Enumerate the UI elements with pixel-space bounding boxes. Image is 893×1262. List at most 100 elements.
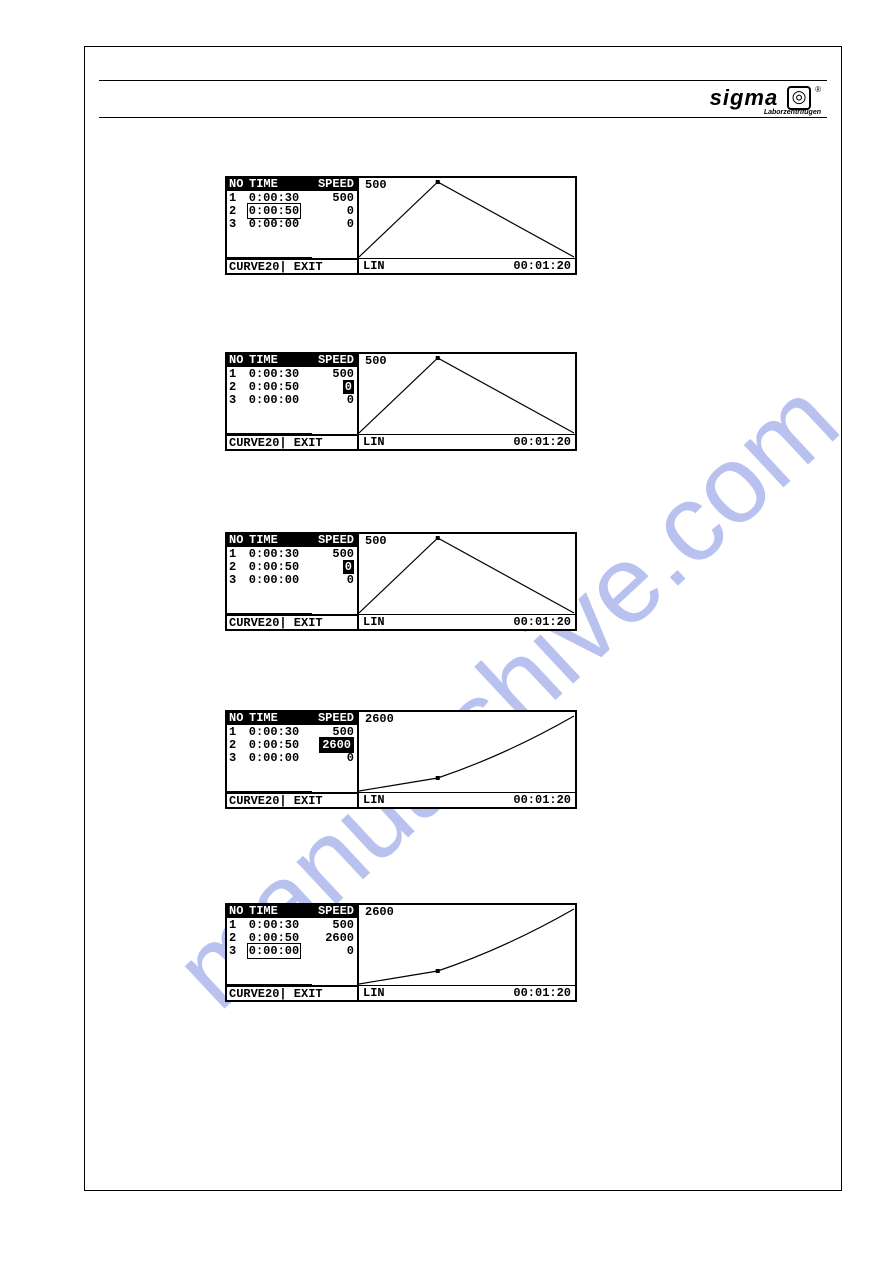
lcd-display: NOTIMESPEED10:00:3050020:00:50260030:00:… [225,903,577,1002]
curve-graph [359,534,575,614]
cell-speed: 0 [305,561,357,573]
data-panel: NOTIMESPEED10:00:3050020:00:50030:00:000… [227,354,359,449]
cell-time: 0:00:00 [243,218,305,230]
footer-right: LIN 00:01:20 [359,614,575,629]
cell-time: 0:00:00 [243,394,305,406]
col-speed: SPEED [307,534,357,547]
cell-no: 1 [229,919,243,931]
col-time: TIME [249,354,307,367]
mode-label: LIN [363,436,385,448]
table-row: 20:00:500 [227,204,357,217]
graph-panel: 500LIN00:01:20 [359,534,575,629]
cell-speed: 0 [305,381,357,393]
cell-speed: 0 [305,218,357,230]
cell-time: 0:00:50 [243,739,305,751]
cell-no: 1 [229,192,243,204]
cell-time: 0:00:30 [243,919,305,931]
sigma-logo: sigma ® Laborzentrifugen [710,85,821,116]
col-time: TIME [249,178,307,191]
col-speed: SPEED [307,905,357,918]
total-time: 00:01:20 [513,260,571,272]
cell-no: 2 [229,561,243,573]
footer-right: LIN00:01:20 [359,792,575,807]
cell-speed: 0 [305,752,357,764]
lcd-display: NOTIMESPEED10:00:3050020:00:50030:00:000… [225,532,577,631]
col-speed: SPEED [307,354,357,367]
data-panel: NOTIMESPEED10:00:3050020:00:50030:00:000… [227,534,359,629]
col-time: TIME [249,534,307,547]
graph-panel: 500LIN00:01:20 [359,178,575,273]
table-header: NOTIMESPEED [227,905,357,918]
curve-graph [359,905,575,985]
col-time: TIME [249,712,307,725]
cell-time: 0:00:50 [243,561,305,573]
mode-label: LIN [363,987,385,999]
cell-time: 0:00:00 [243,945,305,957]
footer-left: CURVE20| EXIT [227,985,357,1000]
data-panel: NOTIMESPEED10:00:3050020:00:50260030:00:… [227,712,359,807]
cell-no: 1 [229,726,243,738]
logo-text: sigma [710,85,779,111]
cell-time: 0:00:30 [243,192,305,204]
total-time: 00:01:20 [513,616,571,628]
cell-no: 2 [229,205,243,217]
cell-time: 0:00:30 [243,548,305,560]
table-row: 30:00:000 [227,573,357,586]
col-speed: SPEED [307,178,357,191]
table-row: 20:00:500 [227,560,357,573]
mode-label: LIN [363,616,385,628]
footer-right: LIN 00:01:20 [359,434,575,449]
graph-panel: 2600LIN00:01:20 [359,712,575,807]
mode-label: LIN [363,260,385,272]
graph-panel: 2600LIN00:01:20 [359,905,575,1000]
cell-speed: 500 [305,919,357,931]
cell-no: 3 [229,752,243,764]
col-speed: SPEED [307,712,357,725]
table-header: NOTIMESPEED [227,534,357,547]
table-row: 30:00:000 [227,944,357,957]
cell-time: 0:00:50 [243,381,305,393]
cell-speed: 500 [305,368,357,380]
table-row: 10:00:30500 [227,918,357,931]
cell-time: 0:00:00 [243,752,305,764]
table-row: 10:00:30500 [227,547,357,560]
col-no: NO [229,712,249,725]
cell-speed: 500 [305,192,357,204]
graph-panel: 500LIN00:01:20 [359,354,575,449]
spiral-icon [787,86,811,110]
cell-speed: 2600 [305,932,357,944]
table-row: 10:00:30500 [227,367,357,380]
cell-speed: 500 [305,548,357,560]
cell-time: 0:00:30 [243,368,305,380]
cell-no: 3 [229,574,243,586]
table-row: 20:00:502600 [227,738,357,751]
cell-no: 1 [229,368,243,380]
lcd-display: NOTIMESPEED10:00:3050020:00:50260030:00:… [225,710,577,809]
cell-speed: 0 [305,574,357,586]
table-row: 30:00:000 [227,751,357,764]
table-row: 20:00:500 [227,380,357,393]
col-no: NO [229,905,249,918]
total-time: 00:01:20 [513,436,571,448]
footer-left: CURVE20| EXIT [227,614,357,629]
cell-no: 2 [229,739,243,751]
data-panel: NOTIMESPEED10:00:3050020:00:50260030:00:… [227,905,359,1000]
table-header: NOTIMESPEED [227,354,357,367]
cell-speed: 0 [305,945,357,957]
col-no: NO [229,178,249,191]
footer-left: CURVE20| EXIT [227,434,357,449]
cell-speed: 500 [305,726,357,738]
data-panel: NOTIMESPEED10:00:3050020:00:50030:00:000… [227,178,359,273]
footer-left: CURVE20| EXIT [227,258,357,273]
table-row: 30:00:000 [227,393,357,406]
cell-speed: 2600 [305,739,357,751]
col-time: TIME [249,905,307,918]
lcd-display: NOTIMESPEED10:00:3050020:00:50030:00:000… [225,352,577,451]
col-no: NO [229,534,249,547]
cell-time: 0:00:30 [243,726,305,738]
col-no: NO [229,354,249,367]
cell-no: 3 [229,218,243,230]
cell-speed: 0 [305,205,357,217]
cell-speed: 0 [305,394,357,406]
cell-time: 0:00:50 [243,932,305,944]
